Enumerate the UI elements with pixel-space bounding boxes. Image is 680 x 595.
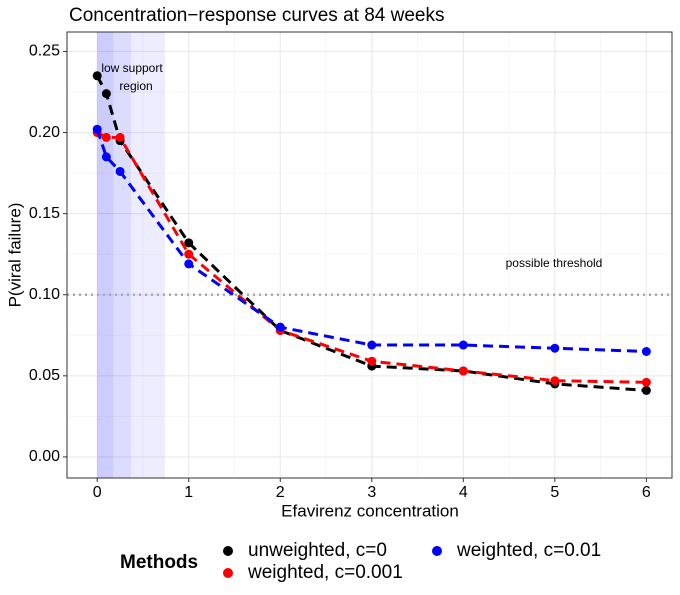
x-axis-title: Efavirenz concentration	[281, 501, 459, 520]
y-axis-title: P(viral failure)	[5, 203, 24, 308]
shaded-region	[97, 32, 114, 478]
point	[184, 238, 194, 248]
y-tick-label: 0.25	[29, 43, 60, 60]
point	[92, 124, 102, 134]
region-label: low support	[101, 61, 163, 75]
region-label: region	[119, 79, 152, 93]
point	[115, 132, 125, 142]
x-tick-label: 2	[276, 484, 285, 501]
y-tick-label: 0.05	[29, 367, 60, 384]
shaded-region	[97, 32, 165, 478]
series-line	[95, 75, 647, 392]
x-tick-label: 5	[550, 484, 559, 501]
y-tick-label: 0.10	[29, 286, 60, 303]
point	[101, 89, 111, 99]
point	[101, 132, 111, 142]
point	[115, 166, 125, 176]
panel-border	[66, 31, 673, 479]
point	[641, 346, 651, 356]
chart-title: Concentration−response curves at 84 week…	[69, 5, 444, 26]
x-tick-label: 1	[184, 484, 193, 501]
x-tick-label: 0	[93, 484, 102, 501]
legend-label: weighted, c=0.01	[456, 540, 601, 561]
y-tick-label: 0.00	[29, 448, 60, 465]
x-tick-label: 3	[367, 484, 376, 501]
point	[550, 343, 560, 353]
y-tick-label: 0.20	[29, 124, 60, 141]
y-tick-label: 0.15	[29, 205, 60, 222]
point	[367, 340, 377, 350]
point	[458, 366, 468, 376]
legend-marker	[223, 546, 233, 556]
point	[184, 249, 194, 259]
point	[367, 356, 377, 366]
shaded-region	[97, 32, 132, 478]
point	[641, 385, 651, 395]
point	[641, 377, 651, 387]
legend-label: unweighted, c=0	[248, 540, 387, 561]
point	[92, 71, 102, 81]
legend-label: weighted, c=0.001	[247, 562, 403, 583]
threshold-label: possible threshold	[506, 256, 603, 270]
x-tick-label: 6	[642, 484, 651, 501]
legend-marker	[223, 568, 233, 578]
point	[458, 340, 468, 350]
point	[550, 376, 560, 386]
point	[184, 259, 194, 269]
point	[101, 152, 111, 162]
legend-marker	[432, 546, 442, 556]
x-tick-label: 4	[459, 484, 468, 501]
legend-title: Methods	[120, 552, 198, 573]
point	[275, 322, 285, 332]
